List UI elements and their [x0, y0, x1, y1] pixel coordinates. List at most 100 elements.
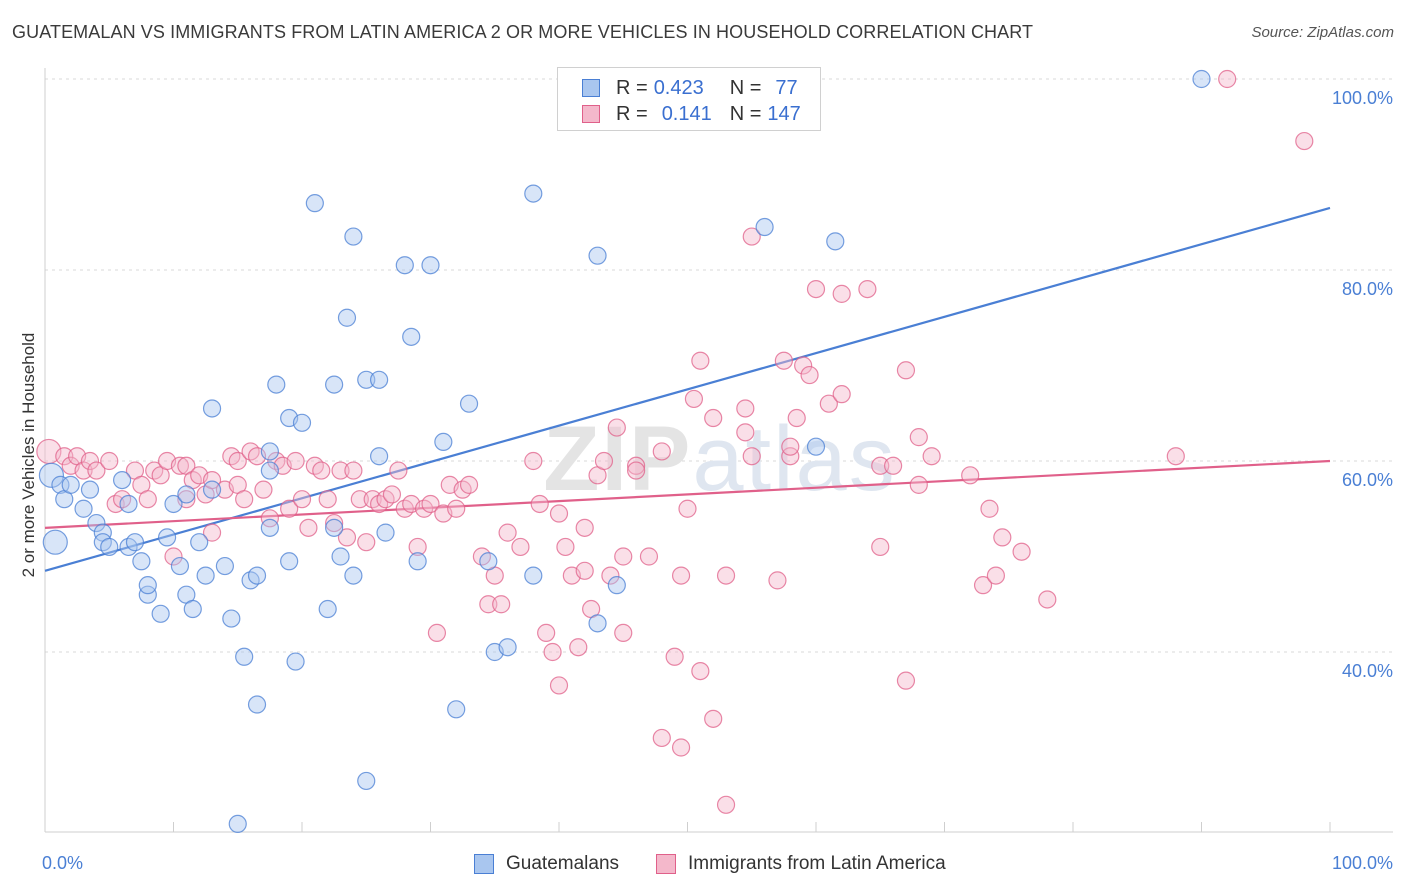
- immigrants-point: [100, 451, 119, 471]
- guatemalans-point: [588, 246, 607, 265]
- guatemalans-point: [826, 232, 845, 251]
- immigrants-point: [575, 561, 594, 580]
- immigrants-point: [337, 528, 357, 547]
- immigrants-point: [716, 795, 736, 814]
- guatemalans-point: [498, 638, 517, 657]
- guatemalans-point: [344, 566, 363, 585]
- immigrants-point: [896, 671, 916, 690]
- guatemalans-point: [325, 375, 344, 394]
- axes: [44, 68, 1393, 833]
- guatemalans-point: [260, 461, 279, 480]
- legend-swatch-pink: [582, 105, 600, 123]
- y-tick-label: 80.0%: [1342, 279, 1393, 299]
- immigrants-point: [691, 661, 710, 681]
- immigrants-point: [800, 365, 819, 385]
- immigrants-point: [312, 461, 331, 480]
- immigrants-point: [556, 537, 575, 557]
- legend-r-value: 0.141: [661, 102, 712, 125]
- guatemalans-point: [806, 437, 826, 456]
- immigrants-point: [1295, 131, 1314, 151]
- legend-r-label: R =: [616, 76, 648, 99]
- immigrants-point: [736, 423, 755, 442]
- guatemalans-point: [434, 432, 453, 451]
- guatemalans-point: [447, 700, 466, 719]
- bottom-legend-immigrants: Immigrants from Latin America: [656, 853, 946, 875]
- immigrants-point: [280, 499, 299, 518]
- immigrants-point: [575, 518, 594, 537]
- x-tick-label-max: 100.0%: [1332, 853, 1393, 873]
- guatemalans-point: [421, 256, 440, 275]
- bottom-legend-guatemalans: Guatemalans: [474, 853, 619, 875]
- immigrants-point: [202, 523, 222, 542]
- immigrants-point: [871, 456, 890, 475]
- immigrants-point: [318, 490, 337, 509]
- guatemalans-point: [247, 695, 267, 714]
- immigrants-point: [549, 676, 569, 695]
- immigrants-point: [652, 442, 671, 461]
- guatemalans-point: [395, 256, 414, 275]
- immigrants-point: [742, 447, 761, 466]
- guatemalans-point: [524, 184, 543, 203]
- guatemalans-point: [183, 599, 202, 619]
- bottom-legend-label: Immigrants from Latin America: [688, 853, 946, 874]
- immigrants-point: [537, 623, 556, 643]
- guatemalans-point: [202, 399, 222, 418]
- guatemalans-point: [151, 604, 170, 623]
- legend-r-value: 0.423: [653, 76, 704, 99]
- guatemalans-point: [228, 814, 247, 834]
- guatemalans-point: [177, 485, 196, 504]
- immigrants-trend-line: [44, 459, 1331, 529]
- tick-labels: 40.0% 60.0% 80.0% 100.0% 0.0% 100.0%: [42, 88, 1393, 873]
- guatemalans-point: [267, 375, 286, 394]
- guatemalans-point: [112, 471, 132, 490]
- immigrants-point: [87, 461, 106, 480]
- trend-lines: [44, 206, 1331, 572]
- immigrants-point: [781, 437, 800, 456]
- immigrants-point: [614, 547, 633, 566]
- guatemalans-point: [755, 217, 774, 237]
- guatemalans-point: [132, 552, 151, 571]
- immigrants-point: [980, 499, 999, 518]
- immigrants-point: [498, 523, 517, 542]
- guatemalans-point: [42, 529, 68, 555]
- immigrants-point: [357, 533, 376, 552]
- immigrants-point: [626, 461, 646, 480]
- guatemalans-point: [524, 566, 543, 585]
- immigrants-point: [569, 638, 588, 657]
- immigrants-point: [459, 475, 479, 494]
- immigrants-point: [858, 280, 877, 299]
- bottom-legend-swatch-blue: [474, 854, 494, 874]
- immigrants-point: [511, 537, 530, 557]
- series-immigrants-points: [36, 69, 1314, 814]
- immigrants-point: [292, 490, 312, 509]
- immigrants-point: [626, 456, 646, 475]
- immigrants-point: [794, 356, 813, 375]
- immigrants-point: [961, 466, 980, 485]
- immigrants-point: [973, 576, 993, 595]
- bottom-legend-swatch-pink: [656, 854, 676, 874]
- y-tick-label: 100.0%: [1332, 88, 1393, 108]
- guatemalans-point: [138, 585, 157, 604]
- guatemalans-point: [38, 462, 65, 488]
- legend-row-guatemalans: R = 0.423 N = 77: [582, 76, 798, 100]
- immigrants-point: [993, 528, 1012, 547]
- guatemalans-point: [87, 513, 106, 533]
- guatemalans-point: [157, 528, 177, 547]
- guatemalans-point: [357, 771, 376, 791]
- chart-title: GUATEMALAN VS IMMIGRANTS FROM LATIN AMER…: [12, 22, 1034, 42]
- immigrants-point: [883, 456, 903, 475]
- immigrants-point: [254, 480, 273, 499]
- immigrants-point: [768, 571, 787, 590]
- immigrants-point: [665, 647, 684, 666]
- guatemalans-point: [331, 547, 350, 566]
- guatemalans-point: [170, 556, 190, 576]
- guatemalans-point: [247, 566, 267, 585]
- legend-n-label: N =: [729, 76, 762, 99]
- guatemalans-point: [138, 576, 157, 595]
- immigrants-point: [479, 595, 498, 614]
- guatemalans-point: [370, 447, 389, 466]
- immigrants-point: [299, 518, 318, 537]
- immigrants-point: [80, 451, 100, 471]
- legend-n-label: N =: [729, 102, 762, 125]
